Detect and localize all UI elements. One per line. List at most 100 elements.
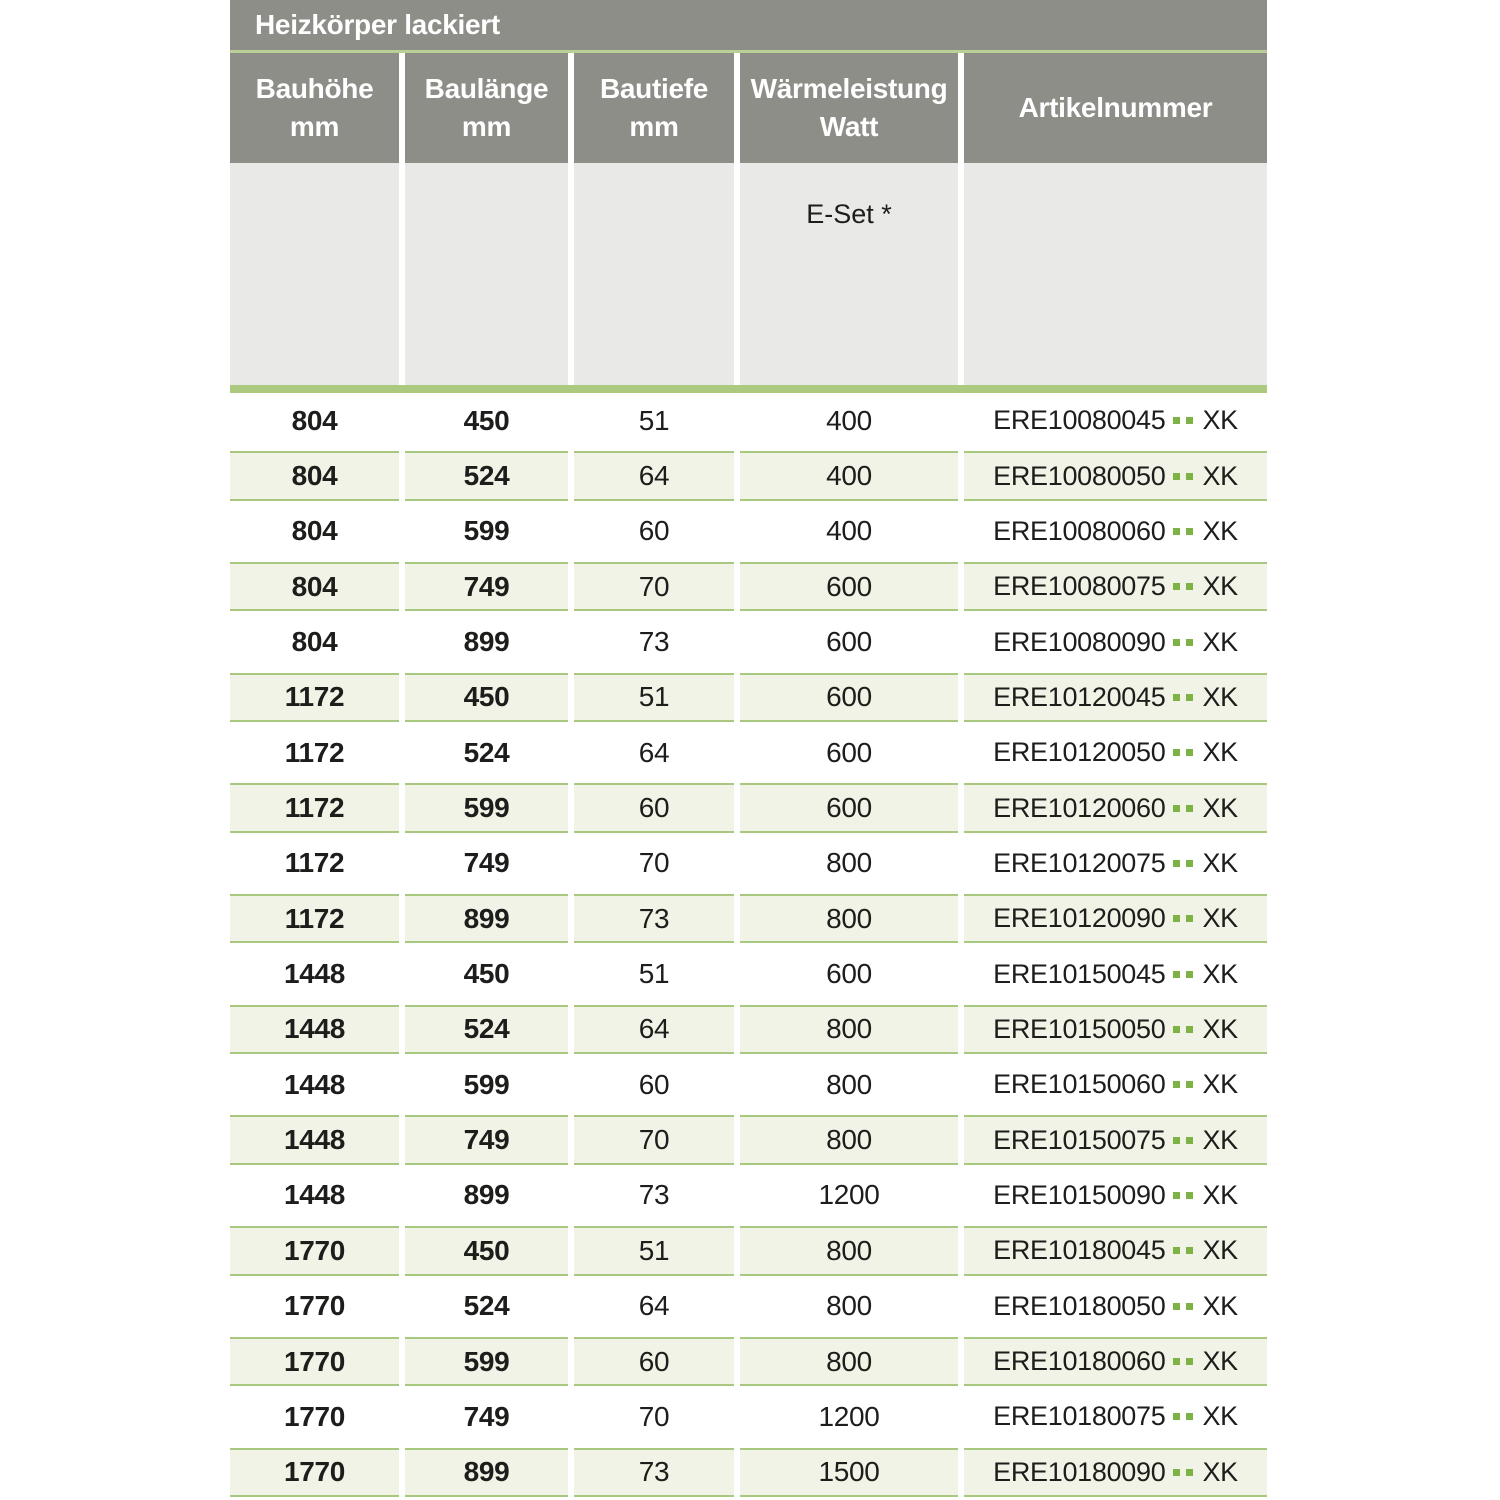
artikel-placeholder-dot-icon — [1186, 417, 1194, 425]
cell-bauhoehe: 1172 — [230, 894, 399, 944]
artikel-placeholder-dot-icon — [1173, 915, 1181, 923]
cell-bautiefe: 60 — [638, 515, 670, 547]
cell-artikelnummer: ERE10180090 XK — [964, 1447, 1267, 1497]
cell-baulaenge: 899 — [405, 1447, 568, 1497]
artikel-placeholder-dot-icon — [1186, 749, 1194, 757]
artikel-prefix: ERE10180060 — [993, 1346, 1166, 1377]
cell-waermeleistung: 800 — [826, 1290, 872, 1322]
cell-artikelnummer: ERE10150050 XK — [964, 1004, 1267, 1055]
artikel-prefix: ERE10120075 — [993, 847, 1166, 878]
table-title: Heizkörper lackiert — [230, 0, 1267, 50]
table-row: 1448 599 60 800 ERE10150060 XK — [230, 1057, 1267, 1112]
cell-waermeleistung: 400 — [826, 515, 872, 547]
table-row: 1448 749 70 800 ERE10150075 XK — [230, 1112, 1267, 1167]
artikel-prefix: ERE10080045 — [993, 405, 1166, 436]
cell-waermeleistung: 600 — [826, 736, 872, 768]
cell-artikelnummer: ERE10080090 XK — [964, 614, 1267, 669]
table-row: 1172 749 70 800 ERE10120075 XK — [230, 836, 1267, 891]
cell-bauhoehe: 1770 — [230, 1447, 399, 1497]
artikel-suffix: XK — [1202, 1401, 1238, 1432]
cell-artikelnummer: ERE10080075 XK — [964, 562, 1267, 612]
cell-waermeleistung: 800 — [740, 1336, 958, 1387]
cell-bauhoehe: 804 — [291, 404, 338, 436]
cell-waermeleistung: 800 — [740, 1115, 958, 1165]
artikel-placeholder-dot-icon — [1173, 749, 1181, 757]
artikel-prefix: ERE10180050 — [993, 1290, 1166, 1321]
cell-baulaenge: 599 — [463, 515, 510, 547]
cell-waermeleistung: 600 — [740, 672, 958, 723]
artikel-suffix: XK — [1202, 1235, 1238, 1266]
artikel-placeholder-dot-icon — [1186, 583, 1194, 591]
cell-bautiefe: 64 — [574, 451, 734, 501]
cell-baulaenge: 524 — [463, 1290, 510, 1322]
artikel-prefix: ERE10150090 — [993, 1179, 1166, 1210]
cell-artikelnummer: ERE10150075 XK — [964, 1115, 1267, 1165]
cell-baulaenge: 450 — [463, 404, 510, 436]
column-header-unit: mm — [289, 111, 340, 142]
column-header-label: Bautiefe — [599, 73, 709, 104]
cell-artikelnummer: ERE10150090 XK — [964, 1168, 1267, 1223]
table-row: 1770 524 64 800 ERE10180050 XK — [230, 1279, 1267, 1334]
cell-bautiefe: 64 — [574, 1004, 734, 1055]
artikel-placeholder-dot-icon — [1186, 1247, 1194, 1255]
column-header-label: Artikelnummer — [1018, 92, 1213, 123]
artikel-prefix: ERE10150045 — [993, 958, 1166, 989]
column-header-unit: mm — [461, 111, 512, 142]
cell-waermeleistung: 800 — [740, 894, 958, 944]
column-header-label: Wärmeleistung — [750, 73, 948, 104]
artikel-prefix: ERE10080090 — [993, 626, 1166, 657]
title-separator-line — [230, 50, 1267, 53]
cell-bauhoehe: 804 — [291, 626, 338, 658]
artikel-prefix: ERE10120045 — [993, 681, 1166, 712]
cell-baulaenge: 450 — [463, 958, 510, 990]
table-row: 1770 599 60 800 ERE10180060 XK — [230, 1334, 1267, 1389]
column-header-bauhoehe: Bauhöhe mm — [230, 53, 399, 163]
cell-bautiefe: 70 — [638, 1400, 670, 1432]
artikel-prefix: ERE10080075 — [993, 571, 1166, 602]
artikel-placeholder-dot-icon — [1173, 1025, 1181, 1033]
cell-bautiefe: 73 — [574, 894, 734, 944]
artikel-placeholder-dot-icon — [1173, 1413, 1181, 1421]
artikel-placeholder-dot-icon — [1186, 693, 1194, 701]
cell-baulaenge: 524 — [405, 451, 568, 501]
table-rows: 804 450 51 400 ERE10080045 XK 804 524 64 400 ERE10… — [230, 393, 1267, 1500]
cell-bautiefe: 60 — [574, 1336, 734, 1387]
artikel-placeholder-dot-icon — [1173, 417, 1181, 425]
cell-baulaenge: 749 — [405, 1115, 568, 1165]
cell-waermeleistung: 400 — [740, 451, 958, 501]
table-row: 804 524 64 400 ERE10080050 XK — [230, 448, 1267, 503]
cell-bauhoehe: 1448 — [230, 1004, 399, 1055]
eset-label: E-Set * — [740, 163, 958, 385]
cell-bauhoehe: 1448 — [283, 1179, 346, 1211]
artikel-placeholder-dot-icon — [1186, 638, 1194, 646]
cell-artikelnummer: ERE10120075 XK — [964, 836, 1267, 891]
artikel-suffix: XK — [1202, 792, 1238, 823]
cell-bauhoehe: 1770 — [230, 1336, 399, 1387]
artikel-suffix: XK — [1202, 571, 1238, 602]
subheader-cell — [574, 163, 734, 385]
artikel-suffix: XK — [1202, 737, 1238, 768]
cell-baulaenge: 749 — [463, 847, 510, 879]
artikel-placeholder-dot-icon — [1173, 693, 1181, 701]
artikel-prefix: ERE10120090 — [993, 903, 1166, 934]
cell-artikelnummer: ERE10120050 XK — [964, 725, 1267, 780]
artikel-placeholder-dot-icon — [1186, 1358, 1194, 1366]
cell-artikelnummer: ERE10180045 XK — [964, 1226, 1267, 1276]
cell-bauhoehe: 1448 — [283, 958, 346, 990]
cell-baulaenge: 749 — [405, 562, 568, 612]
artikel-placeholder-dot-icon — [1173, 583, 1181, 591]
artikel-placeholder-dot-icon — [1173, 1247, 1181, 1255]
table-row: 1172 599 60 600 ERE10120060 XK — [230, 780, 1267, 835]
cell-waermeleistung: 800 — [740, 1004, 958, 1055]
artikel-placeholder-dot-icon — [1173, 859, 1181, 867]
cell-bautiefe: 73 — [574, 1447, 734, 1497]
artikel-suffix: XK — [1202, 1013, 1238, 1044]
artikel-placeholder-dot-icon — [1186, 859, 1194, 867]
cell-bauhoehe: 1172 — [284, 736, 345, 768]
artikel-placeholder-dot-icon — [1173, 1191, 1181, 1199]
cell-waermeleistung: 1200 — [818, 1400, 880, 1432]
table-row: 1770 450 51 800 ERE10180045 XK — [230, 1223, 1267, 1278]
table-row: 804 899 73 600 ERE10080090 XK — [230, 614, 1267, 669]
artikel-prefix: ERE10150075 — [993, 1124, 1166, 1155]
artikel-prefix: ERE10080060 — [993, 515, 1166, 546]
